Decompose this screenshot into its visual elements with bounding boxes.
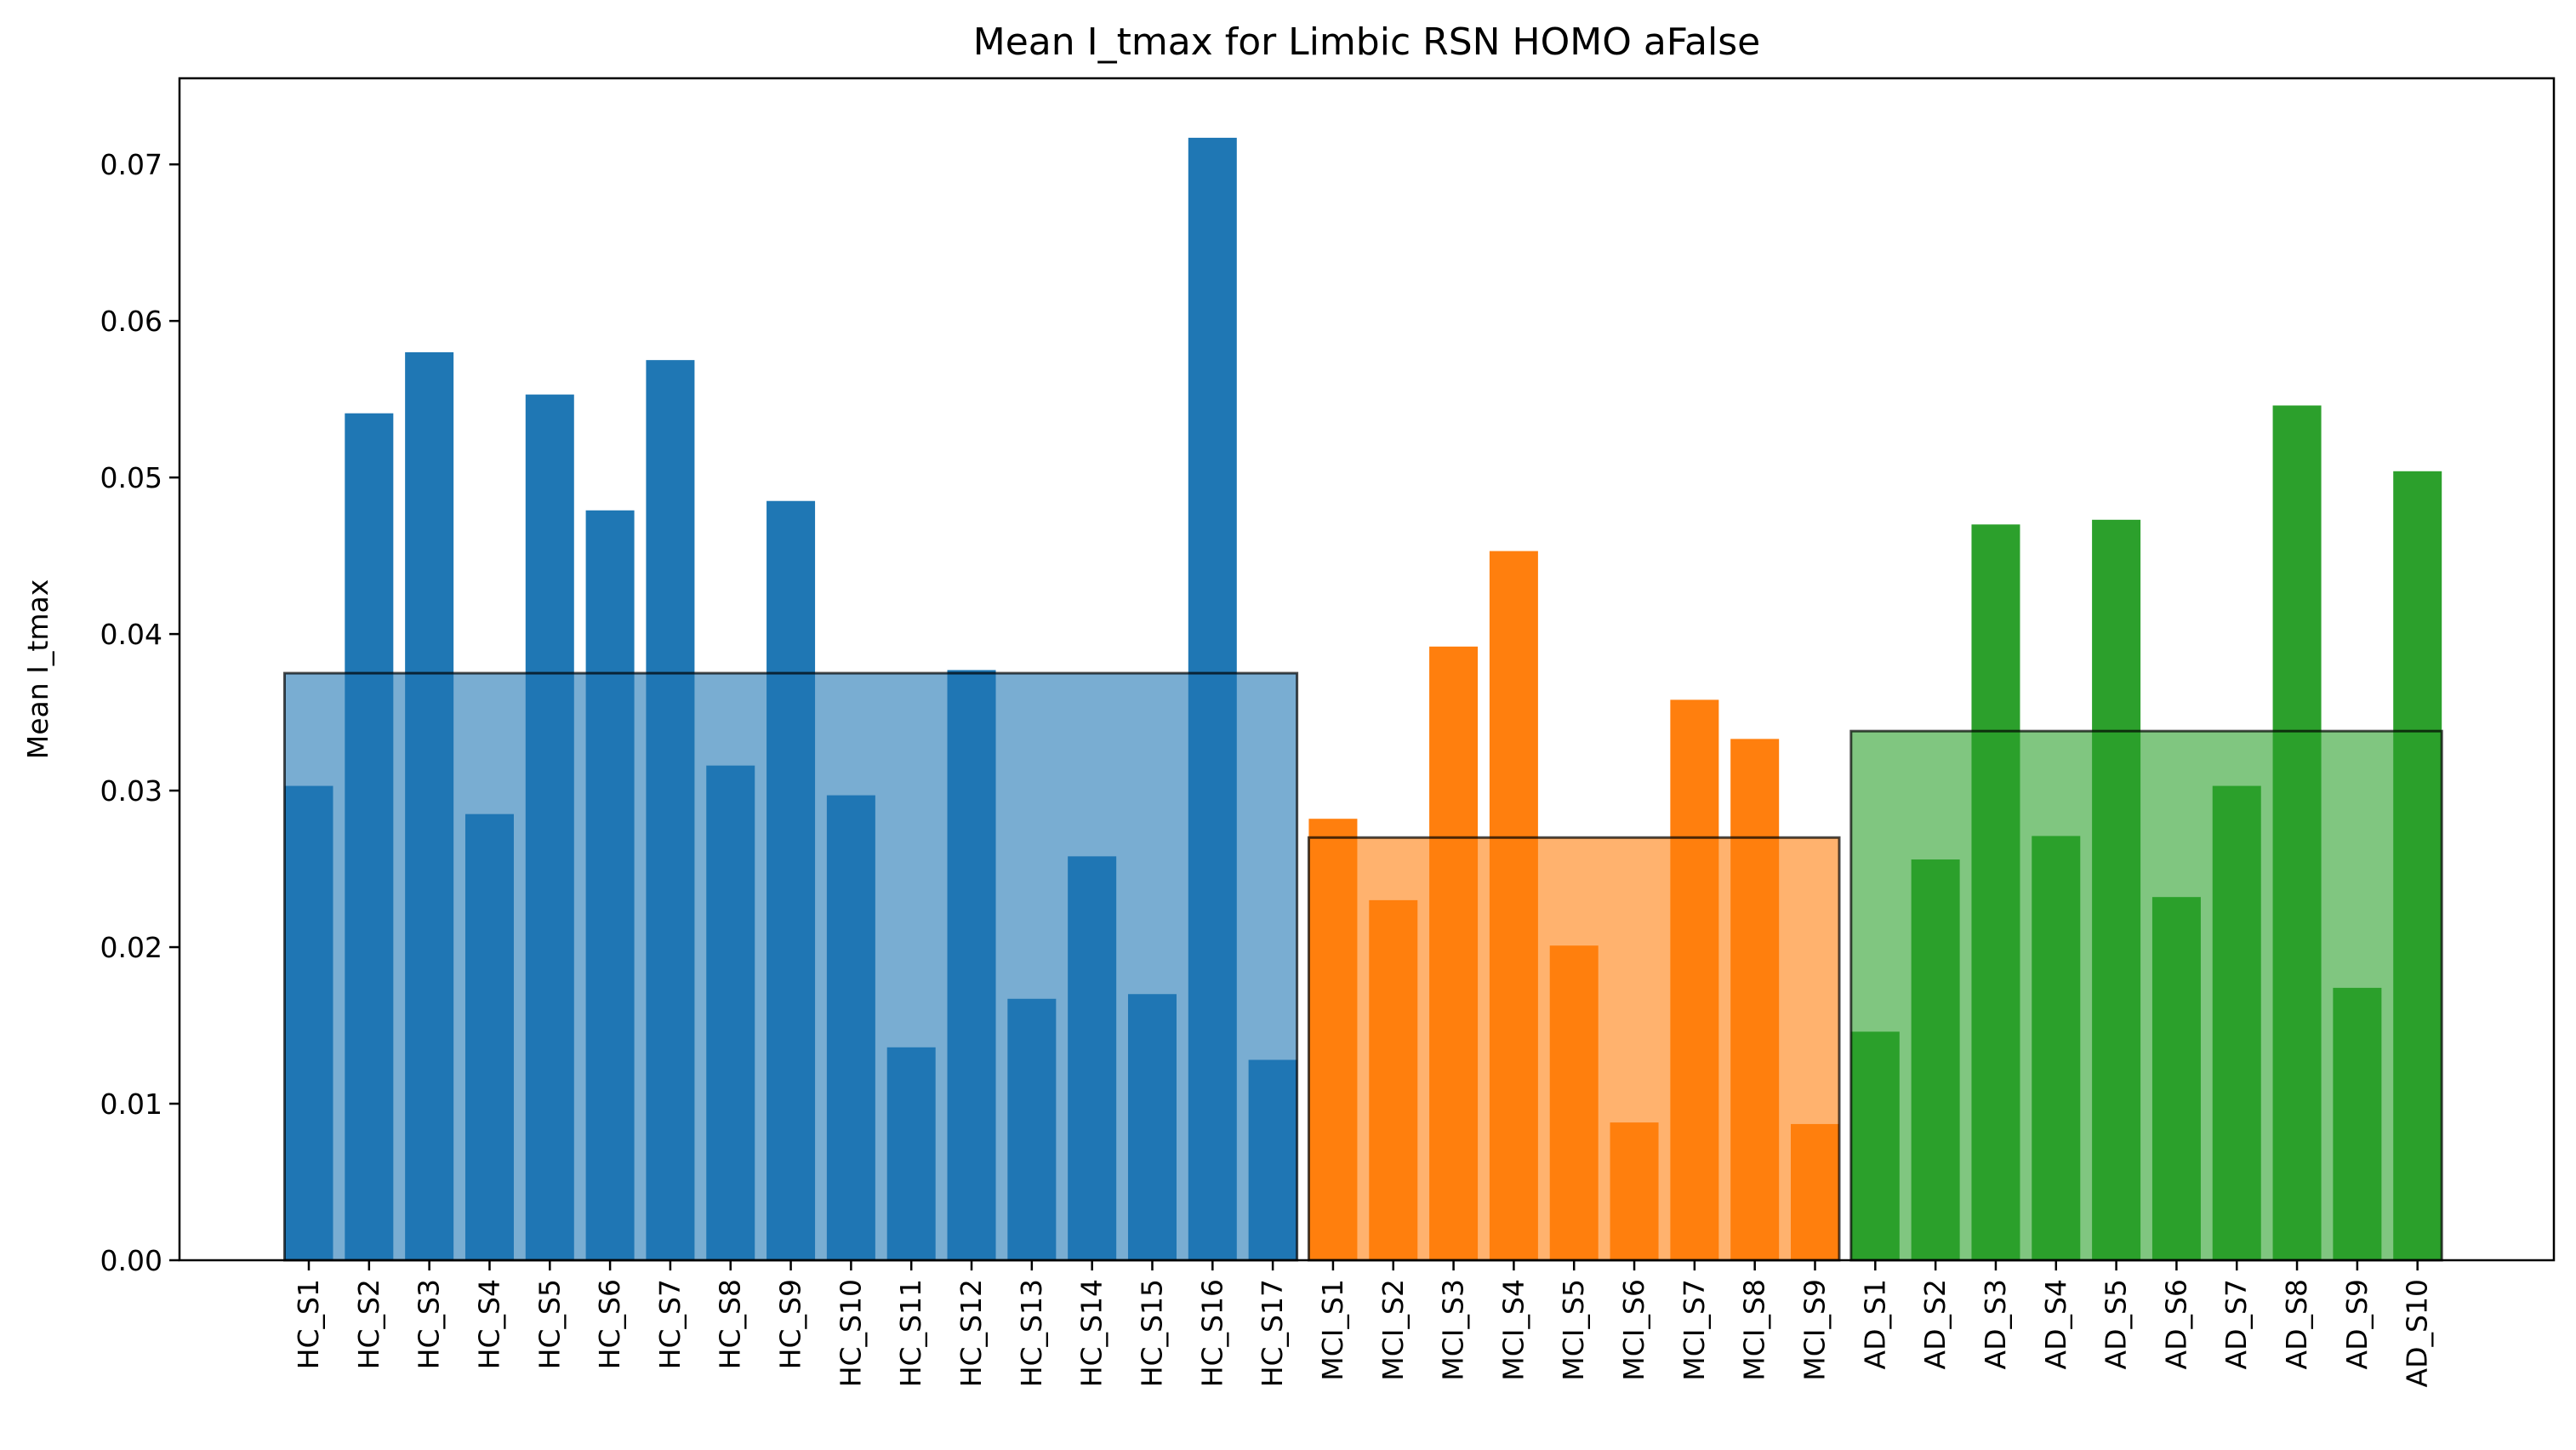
x-tick-label: MCI_S2 (1376, 1279, 1410, 1381)
group-mean-overlays (283, 671, 2443, 1262)
x-tick-label: AD_S10 (2401, 1279, 2434, 1387)
x-tick-label: AD_S7 (2220, 1279, 2253, 1369)
group-mean-box-2 (1307, 836, 1841, 1262)
x-tick-label: HC_S16 (1195, 1279, 1228, 1387)
x-tick-label: AD_S4 (2039, 1279, 2072, 1369)
plot-area-frame (178, 77, 2556, 1262)
group-mean-box-3 (1849, 729, 2443, 1262)
y-tick-label: 0.03 (100, 774, 162, 808)
chart-title: Mean I_tmax for Limbic RSN HOMO aFalse (973, 20, 1760, 64)
x-tick-label: MCI_S3 (1437, 1279, 1470, 1381)
x-tick-label: HC_S17 (1256, 1279, 1289, 1387)
x-tick-label: AD_S5 (2100, 1279, 2133, 1369)
x-tick-label: HC_S14 (1075, 1279, 1108, 1387)
group-mean-box-1 (283, 671, 1299, 1262)
x-tick-label: AD_S6 (2159, 1279, 2192, 1369)
x-tick-label: HC_S12 (955, 1279, 988, 1387)
x-tick-label: HC_S5 (533, 1279, 566, 1369)
x-tick-label: HC_S11 (894, 1279, 927, 1387)
y-tick-label: 0.07 (100, 148, 162, 181)
x-tick-label: MCI_S9 (1798, 1279, 1832, 1381)
x-axis-ticks: HC_S1 HC_S2 HC_S3 HC_S4 HC_S5 HC_S6 HC_S7 HC_S8… (292, 1260, 2434, 1387)
x-tick-label: MCI_S8 (1738, 1279, 1771, 1381)
x-tick-label: MCI_S5 (1557, 1279, 1590, 1381)
x-tick-label: MCI_S1 (1316, 1279, 1349, 1381)
x-tick-label: MCI_S4 (1496, 1279, 1530, 1381)
y-tick-label: 0.06 (100, 305, 162, 338)
x-tick-label: HC_S4 (472, 1279, 505, 1369)
x-tick-label: HC_S9 (774, 1279, 807, 1369)
x-tick-label: MCI_S7 (1678, 1279, 1711, 1381)
y-tick-label: 0.02 (100, 931, 162, 964)
x-tick-label: HC_S13 (1015, 1279, 1048, 1387)
x-tick-label: HC_S15 (1135, 1279, 1168, 1387)
y-tick-label: 0.01 (100, 1088, 162, 1121)
y-axis-ticks: 0.00 0.01 0.02 0.03 0.04 0.05 0.06 0.07 (100, 148, 180, 1277)
x-tick-label: AD_S9 (2340, 1279, 2374, 1369)
x-tick-label: HC_S10 (834, 1279, 867, 1387)
x-tick-label: HC_S2 (352, 1279, 385, 1369)
y-tick-label: 0.00 (100, 1244, 162, 1277)
y-axis-label: Mean I_tmax (21, 579, 54, 759)
x-tick-label: AD_S8 (2280, 1279, 2313, 1369)
x-tick-label: HC_S3 (413, 1279, 446, 1369)
y-tick-label: 0.04 (100, 618, 162, 651)
x-tick-label: AD_S3 (1979, 1279, 2012, 1369)
x-tick-label: AD_S2 (1918, 1279, 1952, 1369)
x-tick-label: HC_S6 (593, 1279, 626, 1369)
y-tick-label: 0.05 (100, 461, 162, 494)
x-tick-label: HC_S8 (714, 1279, 747, 1369)
x-tick-label: MCI_S6 (1617, 1279, 1650, 1381)
x-tick-label: AD_S1 (1858, 1279, 1891, 1369)
x-tick-label: HC_S7 (653, 1279, 687, 1369)
x-tick-label: HC_S1 (292, 1279, 325, 1369)
